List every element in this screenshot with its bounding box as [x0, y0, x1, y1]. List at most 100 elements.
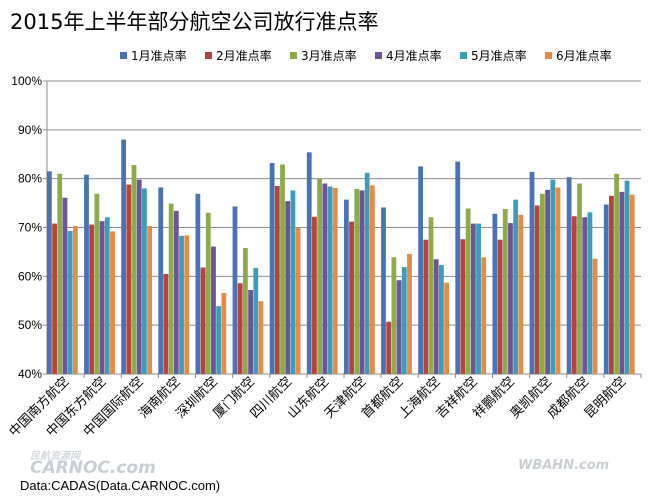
bar: [566, 177, 572, 374]
data-source: Data:CADAS(Data.CARNOC.com): [20, 478, 221, 493]
bar: [614, 173, 620, 374]
bar: [364, 172, 370, 374]
bar: [184, 235, 190, 374]
y-tick-label: 60%: [18, 269, 42, 283]
bar: [158, 187, 164, 374]
bar: [205, 212, 211, 374]
legend-swatch: [375, 52, 382, 59]
bar: [391, 257, 397, 374]
bar: [386, 321, 392, 374]
bar: [322, 183, 328, 374]
legend-swatch: [460, 52, 467, 59]
y-axis-ticks: 40% 50% 60% 70% 80% 90% 100%: [11, 74, 47, 381]
bar: [592, 258, 598, 374]
bar: [258, 301, 264, 374]
bar: [359, 190, 365, 374]
bar: [369, 185, 375, 374]
bar: [89, 224, 95, 374]
bar: [455, 161, 461, 374]
bar: [423, 239, 429, 374]
bar: [131, 164, 137, 374]
bar: [52, 223, 57, 374]
bar: [492, 213, 498, 374]
chart-title: 2015年上半年部分航空公司放行准点率: [10, 10, 379, 34]
bar: [502, 208, 508, 374]
y-tick-label: 100%: [11, 74, 42, 88]
bar: [381, 207, 386, 374]
bar: [280, 164, 285, 374]
bar: [518, 214, 524, 374]
y-tick-label: 40%: [18, 367, 42, 381]
bar: [582, 217, 588, 374]
bar: [221, 292, 227, 374]
legend: 1月准点率 2月准点率 3月准点率 4月准点率 5月准点率 6月准点率: [120, 48, 612, 63]
bar: [508, 223, 513, 374]
bar: [62, 197, 68, 374]
bar: [126, 184, 132, 374]
bar: [439, 265, 444, 374]
legend-label: 1月准点率: [131, 48, 187, 63]
bar: [343, 199, 349, 374]
bar: [110, 231, 115, 374]
bar: [104, 217, 110, 374]
bar: [237, 283, 243, 374]
bar: [46, 171, 52, 374]
bar: [84, 174, 89, 374]
bar: [232, 206, 238, 374]
bar: [121, 139, 127, 374]
bar: [444, 282, 450, 374]
bar: [173, 210, 179, 374]
bar: [312, 216, 317, 374]
bar: [433, 259, 439, 374]
bar: [539, 193, 545, 374]
legend-label: 6月准点率: [556, 48, 612, 63]
bar: [317, 178, 323, 374]
bar: [349, 221, 354, 374]
legend-swatch: [120, 52, 127, 59]
bar: [481, 257, 487, 374]
bar: [571, 216, 577, 374]
bar: [545, 189, 550, 374]
x-tick-label: 昆明航空: [581, 374, 629, 422]
bar: [465, 208, 471, 374]
bar: [529, 171, 535, 374]
bar: [629, 194, 635, 374]
bar: [619, 191, 625, 374]
watermark-wbahn: WBAHN.com: [518, 458, 610, 473]
bar: [407, 253, 412, 374]
bar: [200, 267, 206, 374]
bar: [94, 193, 100, 374]
bar: [269, 163, 275, 374]
watermark-carnoc-cn: 民航资源网: [30, 451, 80, 462]
bar: [216, 306, 222, 374]
bar: [253, 268, 259, 374]
legend-label: 4月准点率: [386, 48, 442, 63]
bar: [534, 205, 540, 374]
bar: [332, 187, 338, 374]
bar: [195, 193, 201, 374]
bars: [46, 139, 635, 374]
bar: [396, 280, 402, 374]
bar: [577, 183, 582, 374]
bar: [242, 248, 248, 374]
bar: [327, 186, 333, 374]
bar: [248, 290, 253, 374]
bar: [306, 152, 312, 374]
bar: [179, 235, 184, 374]
bar: [57, 173, 63, 374]
legend-label: 2月准点率: [216, 48, 272, 63]
bar: [603, 204, 609, 374]
legend-swatch: [290, 52, 297, 59]
bar: [460, 239, 466, 374]
x-axis-ticks: 中国南方航空中国东方航空中国国际航空海南航空深圳航空厦门航空四川航空山东航空天津…: [6, 374, 642, 440]
bar: [67, 230, 73, 374]
bar: [290, 190, 296, 374]
bar: [274, 185, 280, 374]
bar: [99, 221, 105, 374]
bar: [587, 212, 593, 374]
bar: [555, 187, 561, 374]
bar: [285, 201, 291, 374]
bar: [142, 188, 147, 374]
bar: [147, 226, 153, 374]
